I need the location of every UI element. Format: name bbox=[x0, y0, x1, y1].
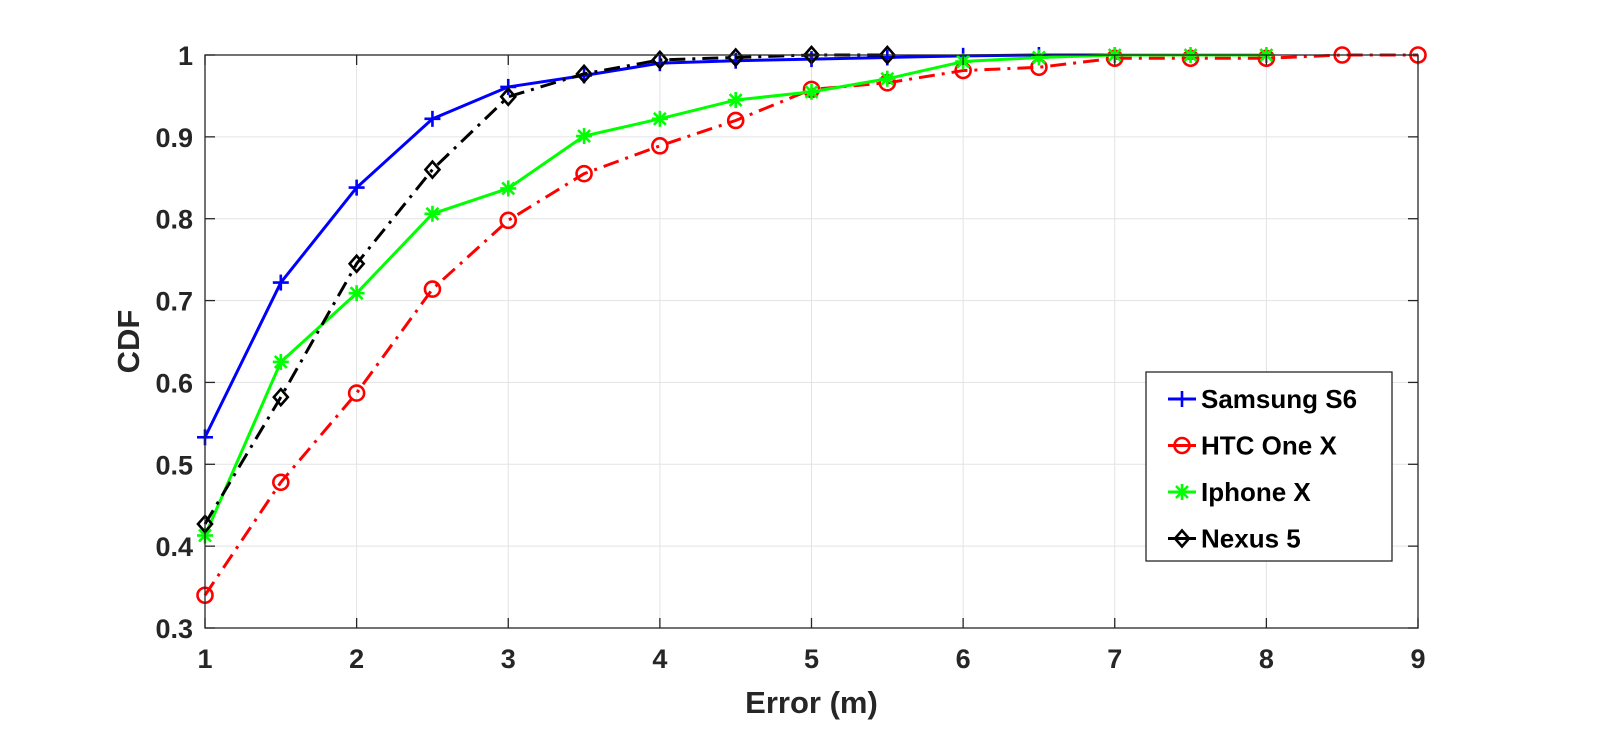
x-tick-label: 5 bbox=[804, 644, 819, 674]
x-axis-label: Error (m) bbox=[745, 685, 878, 720]
data-point bbox=[347, 253, 366, 274]
y-axis-label: CDF bbox=[111, 310, 146, 374]
data-point bbox=[576, 128, 593, 145]
data-point bbox=[1030, 49, 1047, 66]
data-point bbox=[878, 45, 897, 65]
legend-marker bbox=[1174, 391, 1190, 407]
data-point bbox=[575, 63, 593, 84]
legend-entry: Samsung S6 bbox=[1168, 384, 1357, 414]
data-point bbox=[348, 179, 365, 196]
data-point bbox=[347, 384, 366, 402]
data-point bbox=[651, 49, 669, 70]
data-point bbox=[651, 137, 669, 155]
data-point bbox=[272, 473, 290, 492]
legend-label: Iphone X bbox=[1201, 477, 1311, 507]
data-point bbox=[423, 280, 442, 298]
x-tick-label: 2 bbox=[349, 644, 364, 674]
data-point bbox=[726, 111, 745, 130]
data-point bbox=[272, 353, 289, 370]
x-tick-label: 4 bbox=[652, 644, 667, 674]
x-tick-label: 9 bbox=[1410, 644, 1425, 674]
data-point bbox=[499, 211, 518, 230]
legend-marker bbox=[1173, 528, 1191, 549]
data-point bbox=[272, 387, 290, 408]
data-point bbox=[348, 285, 365, 302]
y-tick-label: 0.5 bbox=[155, 450, 193, 480]
y-tick-label: 0.3 bbox=[155, 614, 193, 644]
y-tick-label: 1 bbox=[178, 41, 193, 71]
legend-label: Nexus 5 bbox=[1201, 524, 1301, 554]
legend-entry: Nexus 5 bbox=[1168, 524, 1301, 554]
data-point bbox=[879, 70, 896, 87]
legend-label: HTC One X bbox=[1201, 431, 1337, 461]
x-tick-label: 1 bbox=[197, 644, 212, 674]
data-point bbox=[424, 110, 441, 127]
x-tick-label: 7 bbox=[1107, 644, 1122, 674]
y-tick-label: 0.6 bbox=[155, 368, 193, 398]
legend: Samsung S6 HTC One X Iphone X Nexus 5 bbox=[1145, 371, 1393, 562]
x-tick-label: 6 bbox=[956, 644, 971, 674]
data-point bbox=[499, 86, 517, 107]
data-point bbox=[803, 83, 820, 100]
y-tick-label: 0.7 bbox=[155, 287, 193, 317]
series-line bbox=[203, 53, 888, 525]
data-point bbox=[651, 110, 668, 127]
data-point bbox=[423, 159, 442, 180]
legend-entry: Iphone X bbox=[1168, 477, 1311, 507]
axis-ticks: 1 2 3 4 5 6 7 8 9 0.3 0.4 0.5 0.6 0.7 0.8 0.9 1 bbox=[155, 41, 1425, 674]
legend-box bbox=[1145, 371, 1393, 562]
x-tick-label: 8 bbox=[1259, 644, 1274, 674]
data-point bbox=[575, 164, 593, 183]
y-tick-label: 0.4 bbox=[155, 532, 193, 562]
legend-marker bbox=[1173, 436, 1191, 455]
data-point bbox=[424, 205, 441, 222]
x-tick-label: 3 bbox=[501, 644, 516, 674]
data-point bbox=[500, 180, 517, 197]
legend-marker bbox=[1174, 484, 1190, 500]
data-point bbox=[272, 274, 289, 291]
legend-label: Samsung S6 bbox=[1201, 384, 1357, 414]
legend-entry: HTC One X bbox=[1168, 431, 1337, 461]
data-point bbox=[727, 92, 744, 109]
y-tick-label: 0.8 bbox=[155, 205, 193, 235]
y-tick-label: 0.9 bbox=[155, 123, 193, 153]
